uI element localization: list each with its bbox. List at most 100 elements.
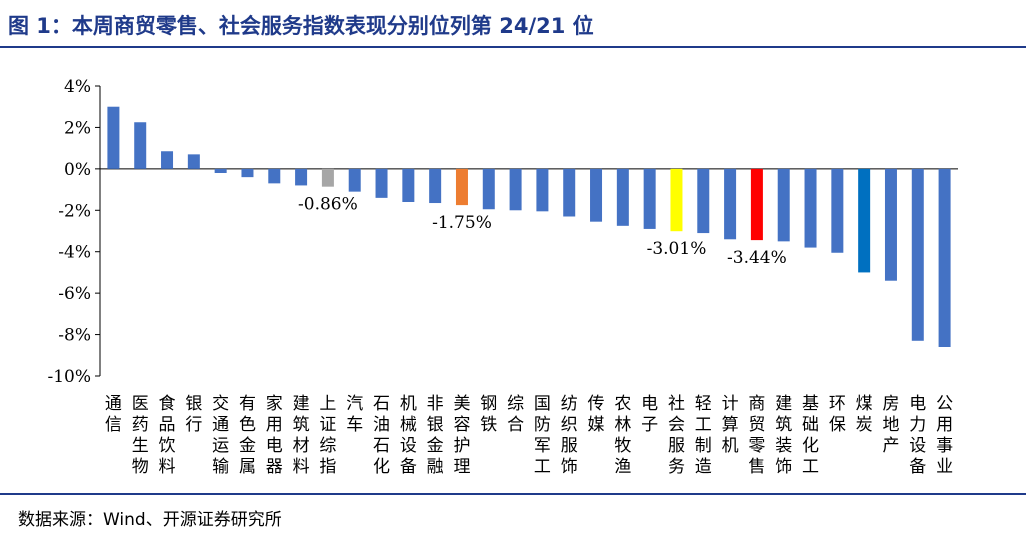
data-label-商贸零售: -3.44% bbox=[727, 248, 787, 268]
bar-环保 bbox=[831, 168, 844, 253]
category-label-电力设备: 设 bbox=[909, 436, 926, 456]
category-label-石油石化: 油 bbox=[373, 415, 390, 435]
category-label-交通运输: 交 bbox=[212, 394, 229, 414]
category-label-农林牧渔: 农 bbox=[614, 394, 631, 414]
category-label-建筑材料: 建 bbox=[293, 394, 310, 414]
category-label-交通运输: 运 bbox=[212, 436, 229, 456]
category-label-有色金属: 金 bbox=[239, 436, 256, 456]
category-label-交通运输: 输 bbox=[212, 457, 229, 477]
category-label-商贸零售: 商 bbox=[748, 394, 765, 414]
bar-有色金属 bbox=[241, 168, 254, 178]
category-label-基础化工: 基 bbox=[802, 394, 819, 414]
category-label-计算机: 算 bbox=[722, 415, 739, 435]
bar-煤炭 bbox=[858, 168, 871, 273]
category-label-非银金融: 银 bbox=[427, 415, 444, 435]
category-label-房地产: 房 bbox=[882, 394, 899, 414]
category-label-纺织服饰: 纺 bbox=[561, 394, 578, 414]
category-label-美容护理: 理 bbox=[453, 457, 470, 477]
category-label-轻工制造: 制 bbox=[695, 436, 712, 456]
category-label-电子: 子 bbox=[641, 415, 658, 435]
title-rule bbox=[0, 46, 1026, 48]
bar-计算机 bbox=[724, 168, 737, 240]
category-label-电力设备: 电 bbox=[909, 394, 926, 414]
category-label-农林牧渔: 林 bbox=[614, 415, 631, 435]
bar-商贸零售 bbox=[750, 168, 763, 241]
category-label-建筑材料: 筑 bbox=[293, 415, 310, 435]
category-label-机械设备: 机 bbox=[400, 394, 417, 414]
category-label-交通运输: 通 bbox=[212, 415, 229, 435]
category-label-计算机: 计 bbox=[722, 394, 739, 414]
category-label-房地产: 产 bbox=[882, 436, 899, 456]
bar-公用事业 bbox=[938, 168, 951, 347]
y-tick-label: 2% bbox=[64, 118, 91, 138]
bar-轻工制造 bbox=[697, 168, 710, 234]
category-label-汽车: 汽 bbox=[346, 394, 363, 414]
category-label-医药生物: 物 bbox=[132, 457, 149, 477]
category-label-有色金属: 有 bbox=[239, 394, 256, 414]
bar-基础化工 bbox=[804, 168, 817, 248]
category-label-纺织服饰: 饰 bbox=[561, 457, 578, 477]
bar-石油石化 bbox=[375, 168, 388, 198]
bar-社会服务 bbox=[670, 168, 683, 232]
category-label-国防军工: 军 bbox=[534, 436, 551, 456]
category-label-国防军工: 防 bbox=[534, 415, 551, 435]
bar-综合 bbox=[509, 168, 522, 211]
category-label-家用电器: 电 bbox=[266, 436, 283, 456]
bar-汽车 bbox=[348, 168, 361, 192]
category-label-社会服务: 社 bbox=[668, 394, 685, 414]
category-label-食品饮料: 食 bbox=[159, 394, 176, 414]
category-label-机械设备: 备 bbox=[400, 457, 417, 477]
data-label-美容护理: -1.75% bbox=[432, 213, 492, 233]
bar-交通运输 bbox=[214, 168, 227, 173]
y-tick-label: -8% bbox=[58, 326, 91, 346]
category-label-纺织服饰: 织 bbox=[561, 415, 578, 435]
bar-纺织服饰 bbox=[563, 168, 576, 217]
data-label-社会服务: -3.01% bbox=[647, 239, 707, 259]
category-label-商贸零售: 售 bbox=[748, 457, 765, 477]
figure-title: 图 1：本周商贸零售、社会服务指数表现分别位列第 24/21 位 bbox=[8, 14, 594, 38]
category-label-建筑装饰: 饰 bbox=[775, 457, 792, 477]
category-label-家用电器: 家 bbox=[266, 394, 283, 414]
category-label-银行: 银 bbox=[185, 394, 202, 414]
category-label-建筑材料: 料 bbox=[293, 457, 310, 477]
category-label-传媒: 传 bbox=[588, 394, 605, 414]
source-note: 数据来源：Wind、开源证券研究所 bbox=[18, 510, 282, 530]
category-label-煤炭: 煤 bbox=[856, 394, 873, 414]
category-label-公用事业: 事 bbox=[936, 436, 953, 456]
category-label-家用电器: 用 bbox=[266, 415, 283, 435]
category-label-综合: 综 bbox=[507, 394, 524, 414]
category-label-电子: 电 bbox=[641, 394, 658, 414]
category-label-综合: 合 bbox=[507, 415, 524, 435]
category-label-通信: 信 bbox=[105, 415, 122, 435]
category-label-石油石化: 化 bbox=[373, 457, 390, 477]
category-label-公用事业: 公 bbox=[936, 394, 953, 414]
category-label-钢铁: 铁 bbox=[480, 415, 497, 435]
category-label-上证综指: 指 bbox=[319, 457, 336, 477]
category-label-建筑装饰: 装 bbox=[775, 436, 792, 456]
category-label-社会服务: 会 bbox=[668, 415, 685, 435]
category-label-美容护理: 美 bbox=[453, 394, 470, 414]
category-label-食品饮料: 料 bbox=[159, 457, 176, 477]
data-label-上证综指: -0.86% bbox=[298, 195, 358, 215]
category-label-建筑装饰: 建 bbox=[775, 394, 792, 414]
category-label-非银金融: 金 bbox=[427, 436, 444, 456]
source-rule bbox=[0, 493, 1026, 495]
category-label-有色金属: 属 bbox=[239, 457, 256, 477]
category-label-农林牧渔: 牧 bbox=[614, 436, 631, 456]
bar-传媒 bbox=[590, 168, 603, 222]
category-label-钢铁: 钢 bbox=[480, 394, 497, 414]
category-label-国防军工: 工 bbox=[534, 457, 551, 477]
bar-国防军工 bbox=[536, 168, 549, 212]
y-tick-label: 4% bbox=[64, 77, 91, 97]
category-label-有色金属: 色 bbox=[239, 415, 256, 435]
category-label-商贸零售: 零 bbox=[748, 436, 765, 456]
bar-机械设备 bbox=[402, 168, 415, 202]
category-label-非银金融: 融 bbox=[427, 457, 444, 477]
category-label-基础化工: 工 bbox=[802, 457, 819, 477]
category-label-医药生物: 医 bbox=[132, 394, 149, 414]
category-label-公用事业: 业 bbox=[936, 457, 953, 477]
y-tick-label: -2% bbox=[58, 201, 91, 221]
category-label-银行: 行 bbox=[185, 415, 202, 435]
bar-农林牧渔 bbox=[616, 168, 629, 226]
